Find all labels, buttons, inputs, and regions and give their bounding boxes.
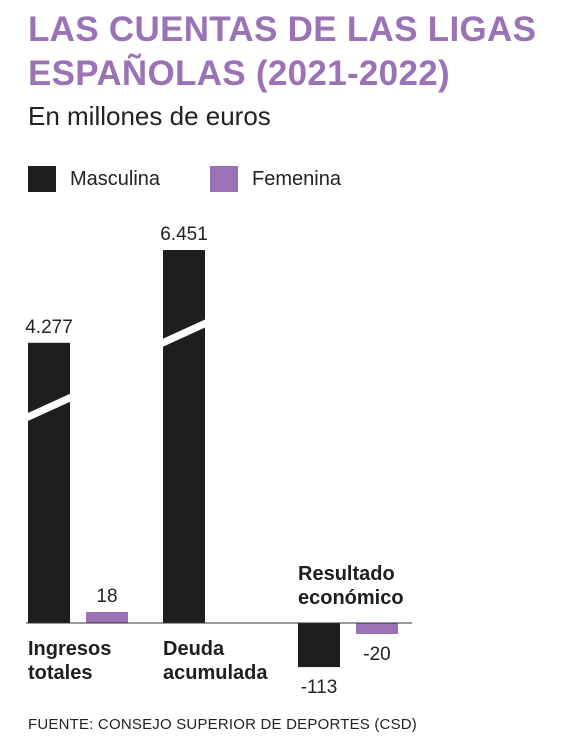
category-label-ingresos-totales-0: Ingresos [28,638,111,660]
value-label-masculina-resultado-economico: -113 [301,677,338,698]
category-label-resultado-economico-0: Resultado [298,563,395,585]
bar-femenina-ingresos-totales [86,612,128,623]
legend-label-masculina: Masculina [70,167,161,190]
source-note: FUENTE: CONSEJO SUPERIOR DE DEPORTES (CS… [28,716,418,733]
legend-item-masculina: Masculina [28,166,160,192]
legend-swatch-masculina [28,166,56,192]
bar-masculina-resultado-economico [298,623,340,668]
axis-break-masculina-deuda-acumulada [161,318,207,348]
legend-label-femenina: Femenina [252,167,341,190]
value-label-masculina-ingresos-totales: 4.277 [25,317,73,338]
axis-break-masculina-ingresos-totales [26,392,72,422]
value-label-masculina-deuda-acumulada: 6.451 [160,224,208,245]
category-label-deuda-acumulada-0: Deuda [163,638,225,660]
category-label-resultado-economico-1: económico [298,587,404,609]
bar-masculina-deuda-acumulada [163,250,205,623]
value-label-femenina-resultado-economico: -20 [363,644,390,665]
value-label-femenina-ingresos-totales: 18 [96,586,117,607]
legend-item-femenina: Femenina [210,166,341,192]
category-label-ingresos-totales-1: totales [28,662,92,684]
category-label-deuda-acumulada-1: acumulada [163,662,268,684]
bar-masculina-ingresos-totales [28,342,70,623]
bar-femenina-resultado-economico [356,623,398,634]
legend-swatch-femenina [210,166,238,192]
chart-title: LAS CUENTAS DE LAS LIGAS ESPAÑOLAS (2021… [28,10,537,93]
chart-subtitle: En millones de euros [28,101,271,131]
